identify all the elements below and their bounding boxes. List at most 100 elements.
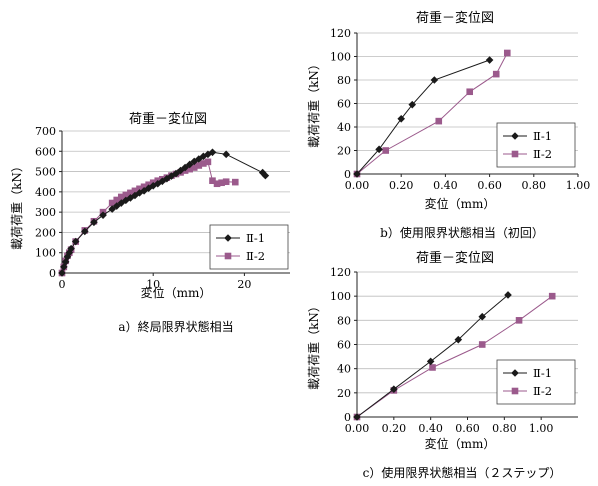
data-point: [548, 292, 556, 300]
x-tick-label: 0.20: [382, 422, 407, 435]
legend-label: Ⅱ-2: [533, 147, 552, 161]
data-point: [466, 88, 474, 96]
x-tick-label: 0: [59, 278, 66, 291]
chart-caption: b）使用限界状態相当（初回）: [380, 225, 544, 240]
data-point: [122, 191, 130, 199]
y-tick-label: 300: [35, 206, 56, 219]
data-point: [67, 244, 75, 253]
data-point: [190, 157, 199, 166]
data-point: [478, 341, 486, 348]
data-point: [58, 269, 66, 277]
chart-caption: a）終局限界状態相当: [118, 319, 233, 334]
data-point: [429, 364, 436, 371]
data-point: [213, 180, 221, 188]
data-point: [375, 145, 383, 154]
data-point: [81, 227, 89, 236]
legend-marker: [511, 369, 519, 377]
data-point: [503, 49, 511, 57]
data-point: [390, 385, 398, 394]
y-tick-label: 0: [344, 168, 351, 181]
legend-box: [496, 359, 576, 405]
data-point: [222, 178, 230, 186]
data-point: [158, 177, 167, 186]
y-tick-label: 20: [337, 387, 351, 400]
data-point: [209, 177, 216, 184]
data-point: [231, 178, 239, 186]
data-point: [485, 56, 494, 64]
x-tick-label: 0.80: [522, 179, 547, 192]
x-axis-label: 変位（mm）: [141, 285, 212, 300]
legend-box: [209, 224, 289, 270]
y-tick-label: 100: [330, 51, 351, 64]
y-tick-label: 120: [330, 27, 351, 40]
data-point: [140, 187, 148, 195]
chart-title: 荷重－変位図: [416, 250, 494, 266]
data-point: [454, 335, 463, 344]
data-point: [204, 150, 212, 159]
data-point: [181, 163, 189, 172]
chart-title: 荷重－変位図: [416, 10, 494, 26]
data-point: [113, 196, 121, 204]
data-point: [140, 183, 148, 191]
y-tick-label: 80: [337, 74, 351, 87]
data-point: [222, 150, 230, 159]
legend-marker: [511, 150, 519, 158]
data-point: [176, 166, 185, 175]
x-tick-label: 0.00: [345, 179, 370, 192]
data-point: [430, 76, 439, 84]
data-point: [408, 100, 417, 109]
data-point: [195, 155, 203, 163]
data-point: [353, 413, 361, 421]
data-point: [397, 114, 405, 123]
x-tick-label: 0.60: [477, 179, 502, 192]
y-tick-label: 0: [49, 267, 56, 280]
data-point: [144, 184, 153, 193]
y-tick-label: 100: [35, 247, 56, 260]
y-tick-label: 80: [337, 314, 351, 327]
legend-marker: [511, 387, 519, 395]
legend-label: Ⅱ-1: [533, 129, 552, 143]
chart-2: 0 20 40 60 80 100 120 0.00 0.20 0.40 0.60 0.80 1.00 荷…: [307, 10, 590, 240]
legend-label: Ⅱ-1: [246, 231, 265, 245]
data-point: [172, 169, 180, 178]
legend: Ⅱ-1Ⅱ-2: [496, 122, 576, 168]
data-point: [200, 160, 207, 167]
data-point: [204, 158, 212, 166]
legend-label: Ⅱ-2: [533, 384, 552, 398]
series-ii-1: [58, 148, 270, 277]
y-tick-label: 40: [337, 121, 351, 134]
series-ii-1: [353, 291, 512, 421]
data-point: [353, 170, 361, 178]
legend-marker: [511, 132, 519, 140]
data-point: [163, 174, 171, 183]
data-point: [136, 185, 143, 193]
x-tick-label: 20: [237, 278, 251, 291]
data-point: [108, 205, 116, 213]
y-tick-label: 60: [337, 98, 351, 111]
x-tick-label: 1.00: [529, 422, 554, 435]
chart-caption: c）使用限界状態相当（２ステップ）: [363, 465, 562, 480]
series-line: [356, 294, 509, 418]
data-point: [190, 164, 198, 171]
data-point: [127, 189, 134, 197]
y-tick-label: 0: [344, 411, 351, 424]
series-ii-1: [353, 56, 494, 178]
y-axis-label: 載荷荷重（kN）: [307, 58, 321, 148]
series-line: [356, 52, 508, 175]
y-tick-label: 40: [337, 363, 351, 376]
legend: Ⅱ-1Ⅱ-2: [496, 359, 576, 405]
data-point: [492, 70, 500, 78]
data-point: [504, 291, 512, 299]
data-point: [426, 357, 435, 366]
data-point: [131, 187, 139, 195]
data-point: [117, 193, 125, 201]
y-tick-label: 700: [35, 125, 56, 138]
x-tick-label: 0.40: [433, 179, 458, 192]
x-tick-label: 10: [146, 278, 160, 291]
data-point: [261, 171, 270, 180]
data-point: [185, 160, 194, 169]
legend-marker: [224, 234, 232, 242]
chart-title: 荷重－変位図: [129, 111, 207, 127]
